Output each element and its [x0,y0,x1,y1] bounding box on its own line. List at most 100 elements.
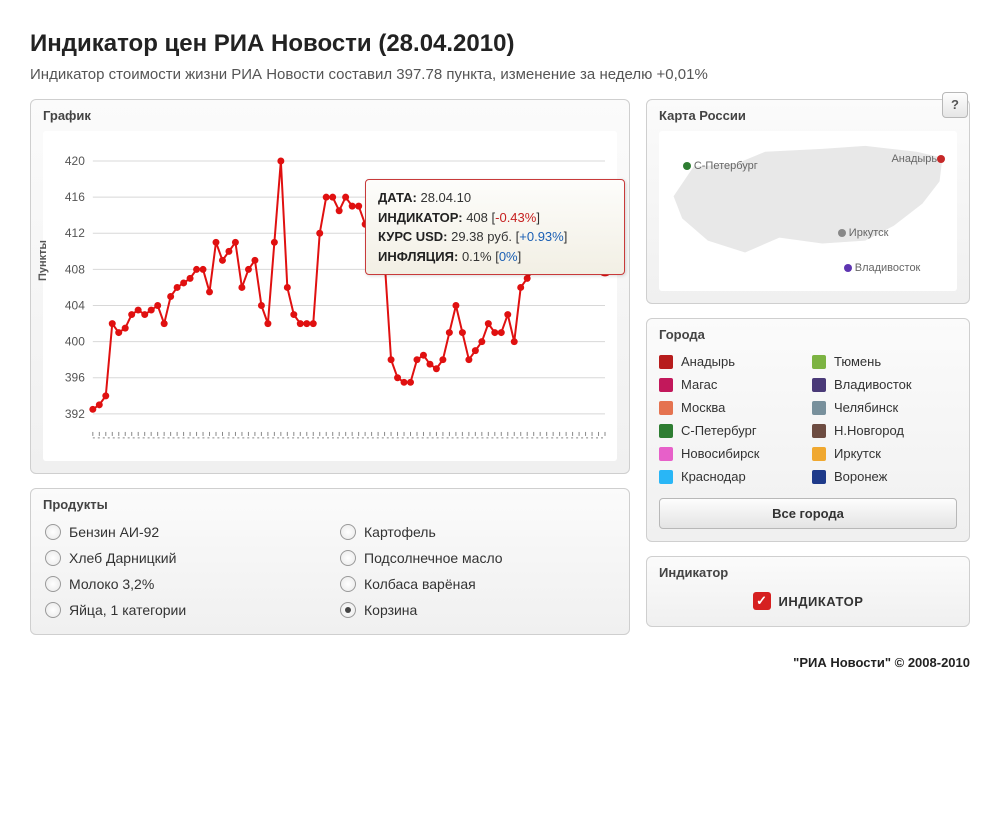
map-dot-icon [683,162,691,170]
map-panel: Карта России С-Петербург Анадырь Иркутск Вл… [646,99,970,304]
russia-map[interactable]: С-Петербург Анадырь Иркутск Владивосток [659,131,957,291]
chart-panel: График Пункты 392396400404408412416420 Д… [30,99,630,474]
radio-icon [340,576,356,592]
product-label: Корзина [364,602,417,618]
footer-copyright: "РИА Новости" © 2008-2010 [30,655,970,670]
svg-text:404: 404 [65,298,85,312]
chart-tooltip: ДАТА: 28.04.10 ИНДИКАТОР: 408 [-0.43%] К… [365,179,625,275]
products-panel-title: Продукты [43,497,617,512]
city-legend-item[interactable]: Н.Новгород [812,423,957,438]
color-swatch-icon [812,447,826,461]
city-legend-item[interactable]: Анадырь [659,354,804,369]
radio-icon [340,524,356,540]
product-radio-yaica[interactable]: Яйца, 1 категории [45,602,320,618]
svg-text:396: 396 [65,371,85,385]
city-legend-item[interactable]: Челябинск [812,400,957,415]
product-radio-maslo[interactable]: Подсолнечное масло [340,550,615,566]
city-legend-item[interactable]: Новосибирск [659,446,804,461]
product-label: Бензин АИ-92 [69,524,159,540]
color-swatch-icon [812,424,826,438]
product-radio-benzin[interactable]: Бензин АИ-92 [45,524,320,540]
city-label: Иркутск [834,446,881,461]
city-label: С-Петербург [681,423,757,438]
city-legend-item[interactable]: Магас [659,377,804,392]
color-swatch-icon [659,401,673,415]
product-radio-kartofel[interactable]: Картофель [340,524,615,540]
product-radio-hleb[interactable]: Хлеб Дарницкий [45,550,320,566]
indicator-panel-title: Индикатор [659,565,957,580]
color-swatch-icon [812,378,826,392]
city-legend-item[interactable]: Иркутск [812,446,957,461]
tooltip-indicator-value: 408 [466,210,488,225]
products-panel: Продукты Бензин АИ-92 Картофель Хлеб Дар… [30,488,630,635]
color-swatch-icon [659,447,673,461]
color-swatch-icon [659,470,673,484]
product-label: Колбаса варёная [364,576,476,592]
color-swatch-icon [659,378,673,392]
product-radio-moloko[interactable]: Молоко 3,2% [45,576,320,592]
tooltip-usd-label: КУРС USD: [378,229,447,244]
city-label: Челябинск [834,400,898,415]
color-swatch-icon [812,355,826,369]
map-dot-icon [844,264,852,272]
indicator-check-icon[interactable]: ✓ [753,592,771,610]
tooltip-inflation-delta: 0% [499,249,518,264]
map-dot-icon [838,229,846,237]
city-label: Воронеж [834,469,887,484]
map-city-marker[interactable]: С-Петербург [683,160,758,172]
product-label: Хлеб Дарницкий [69,550,176,566]
product-radio-korzina[interactable]: Корзина [340,602,615,618]
tooltip-indicator-label: ИНДИКАТОР: [378,210,463,225]
radio-icon [340,602,356,618]
chart-panel-title: График [43,108,617,123]
all-cities-button[interactable]: Все города [659,498,957,529]
tooltip-usd-delta: +0.93% [519,229,563,244]
svg-text:392: 392 [65,407,85,421]
svg-text:408: 408 [65,262,85,276]
city-label: Магас [681,377,717,392]
map-city-marker[interactable]: Владивосток [844,262,921,274]
city-label: Владивосток [834,377,912,392]
radio-icon [340,550,356,566]
color-swatch-icon [659,424,673,438]
cities-panel-title: Города [659,327,957,342]
map-panel-title: Карта России [659,108,957,123]
map-dot-icon [937,155,945,163]
svg-text:412: 412 [65,226,85,240]
city-label: Н.Новгород [834,423,904,438]
city-legend-item[interactable]: Воронеж [812,469,957,484]
color-swatch-icon [812,401,826,415]
city-label: Москва [681,400,725,415]
page-subtitle: Индикатор стоимости жизни РИА Новости со… [30,64,730,85]
tooltip-usd-value: 29.38 руб. [451,229,512,244]
city-label: Тюмень [834,354,881,369]
tooltip-indicator-delta: -0.43% [495,210,536,225]
product-radio-kolbasa[interactable]: Колбаса варёная [340,576,615,592]
city-legend-item[interactable]: Краснодар [659,469,804,484]
svg-text:416: 416 [65,190,85,204]
city-legend-item[interactable]: Москва [659,400,804,415]
svg-text:420: 420 [65,154,85,168]
radio-icon [45,550,61,566]
city-legend-item[interactable]: Тюмень [812,354,957,369]
product-label: Яйца, 1 категории [69,602,186,618]
radio-icon [45,524,61,540]
city-label: Анадырь [681,354,735,369]
color-swatch-icon [659,355,673,369]
map-city-marker[interactable]: Анадырь [891,153,948,165]
tooltip-date-label: ДАТА: [378,190,417,205]
city-legend-item[interactable]: Владивосток [812,377,957,392]
map-city-marker[interactable]: Иркутск [838,227,889,239]
city-legend-item[interactable]: С-Петербург [659,423,804,438]
product-label: Подсолнечное масло [364,550,503,566]
city-label: Новосибирск [681,446,760,461]
tooltip-inflation-label: ИНФЛЯЦИЯ: [378,249,458,264]
city-label: Краснодар [681,469,746,484]
chart-area[interactable]: Пункты 392396400404408412416420 ДАТА: 28… [43,131,617,461]
help-button[interactable]: ? [942,92,968,118]
color-swatch-icon [812,470,826,484]
indicator-label: ИНДИКАТОР [779,594,864,609]
radio-icon [45,576,61,592]
product-label: Молоко 3,2% [69,576,154,592]
tooltip-inflation-value: 0.1% [462,249,492,264]
